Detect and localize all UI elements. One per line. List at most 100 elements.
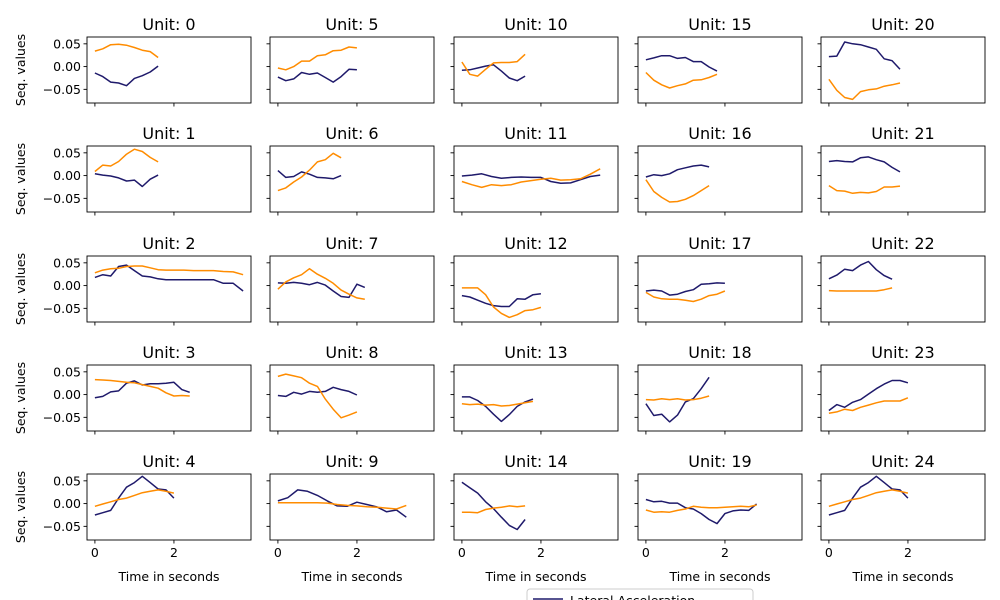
x-tick-label: 0 [274,545,282,560]
series-line-orange [828,287,893,292]
subplot-title: Unit: 9 [325,452,378,471]
axes-frame [269,473,435,541]
series-line-lateral-acceleration [94,173,159,188]
subplot-title: Unit: 20 [871,15,934,34]
subplot-unit-13: Unit: 13 [450,343,619,435]
series-line-lateral-acceleration [461,173,601,185]
series-line-orange [461,287,542,319]
y-tick-label: 0.00 [53,168,81,183]
series-line-lateral-acceleration [94,475,175,516]
series-line-lateral-acceleration [277,386,358,398]
series-line-orange [277,501,407,510]
y-tick-label: −0.05 [43,410,81,425]
subplot-title: Unit: 12 [504,234,567,253]
axes-frame [269,36,435,104]
axes-frame [820,473,986,541]
series-line-orange [94,265,244,276]
axes-frame [820,145,986,213]
series-line-lateral-acceleration [645,282,725,296]
subplot-title: Unit: 13 [504,343,567,362]
subplot-unit-21: Unit: 21 [817,124,986,216]
x-tick-label: 0 [91,545,99,560]
axes-frame [453,255,619,323]
subplot-title: Unit: 10 [504,15,567,34]
series-line-orange [277,46,357,71]
subplot-title: Unit: 15 [688,15,751,34]
series-line-orange [94,148,159,173]
subplot-unit-5: Unit: 5 [266,15,435,107]
subplot-title: Unit: 1 [142,124,195,143]
subplot-unit-14: Unit: 14 0 2 Time in seconds [450,452,619,584]
axes-frame [86,145,252,213]
subplot-title: Unit: 8 [325,343,378,362]
legend-label: Lateral Acceleration [570,593,695,600]
series-line-lateral-acceleration [645,54,718,72]
series-line-lateral-acceleration [461,293,541,308]
series-line-orange [461,505,526,514]
axes-frame [453,36,619,104]
subplot-unit-8: Unit: 8 [266,343,435,435]
axes-frame [86,36,252,104]
subplot-title: Unit: 22 [871,234,934,253]
x-tick-label: 0 [642,545,650,560]
subplot-unit-1: Unit: 1 0.05 0.00 −0.05 Seq. values [13,124,252,216]
subplot-title: Unit: 24 [871,452,934,471]
subplot-title: Unit: 0 [142,15,195,34]
subplot-unit-2: Unit: 2 0.05 0.00 −0.05 Seq. values [13,234,252,326]
subplot-unit-20: Unit: 20 [817,15,986,107]
series-line-orange [461,168,601,189]
y-tick-label: 0.05 [53,255,81,270]
subplot-title: Unit: 3 [142,343,195,362]
series-line-lateral-acceleration [461,481,526,531]
x-tick-label: 2 [170,545,178,560]
series-line-orange [828,397,909,414]
subplot-unit-17: Unit: 17 [634,234,803,326]
y-tick-label: −0.05 [43,82,81,97]
axes-frame [86,255,252,323]
y-axis-label: Seq. values [13,253,28,325]
y-tick-label: 0.00 [53,278,81,293]
subplot-unit-24: Unit: 24 0 2 Time in seconds [817,452,986,584]
series-line-lateral-acceleration [645,164,710,178]
subplot-title: Unit: 23 [871,343,934,362]
y-tick-label: 0.05 [53,364,81,379]
series-line-lateral-acceleration [828,41,901,70]
subplot-unit-11: Unit: 11 [450,124,619,216]
y-tick-label: −0.05 [43,301,81,316]
axes-frame [269,145,435,213]
subplot-unit-23: Unit: 23 [817,343,986,435]
subplot-unit-0: Unit: 0 0.05 0.00 −0.05 Seq. values [13,15,252,107]
y-tick-label: 0.00 [53,387,81,402]
series-line-orange [461,400,534,407]
axes-frame [637,36,803,104]
series-line-orange [645,71,718,89]
x-axis-label: Time in seconds [668,569,770,584]
series-line-orange [94,489,175,508]
subplot-title: Unit: 17 [688,234,751,253]
axes-frame [269,255,435,323]
axes-frame [820,36,986,104]
x-tick-label: 2 [904,545,912,560]
axes-frame [453,364,619,432]
y-tick-label: 0.00 [53,59,81,74]
subplot-title: Unit: 6 [325,124,378,143]
axes-frame [637,364,803,432]
subplot-unit-16: Unit: 16 [634,124,803,216]
subplot-unit-10: Unit: 10 [450,15,619,107]
subplot-title: Unit: 14 [504,452,567,471]
axes-frame [86,364,252,432]
subplot-title: Unit: 4 [142,452,195,471]
series-line-orange [94,43,159,59]
y-axis-label: Seq. values [13,471,28,543]
x-tick-label: 2 [721,545,729,560]
series-line-lateral-acceleration [828,260,893,280]
series-line-lateral-acceleration [277,489,407,518]
subplot-unit-7: Unit: 7 [266,234,435,326]
y-axis-label: Seq. values [13,34,28,106]
series-line-orange [277,373,358,419]
axes-frame [637,473,803,541]
series-line-lateral-acceleration [645,376,710,423]
series-line-lateral-acceleration [828,379,909,412]
subplot-unit-18: Unit: 18 [634,343,803,435]
